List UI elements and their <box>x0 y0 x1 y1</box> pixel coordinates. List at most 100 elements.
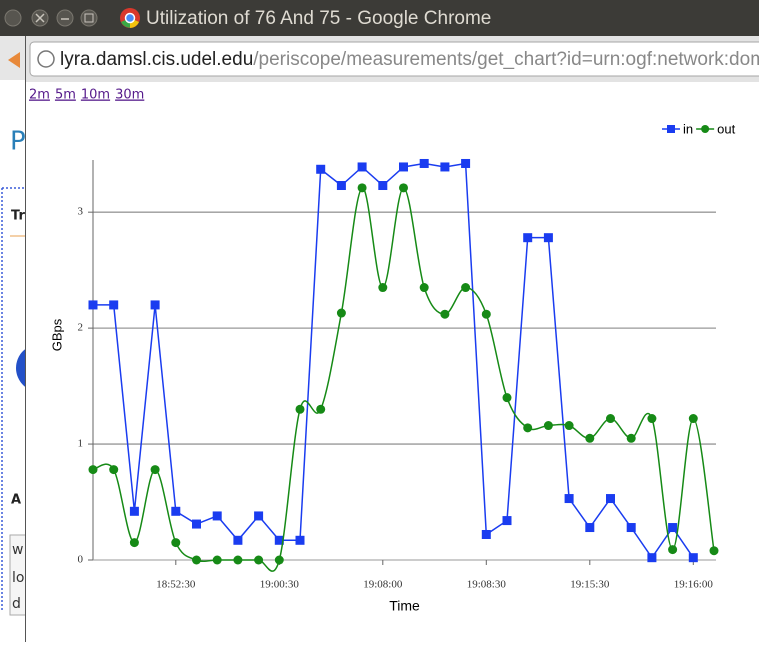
url-host: lyra.damsl.cis.udel.edu <box>60 49 253 70</box>
y-tick-label: 0 <box>78 554 84 566</box>
x-tick-label: 19:08:30 <box>467 579 507 591</box>
marker <box>129 538 139 548</box>
marker <box>440 309 450 319</box>
marker <box>647 414 657 424</box>
address-bar[interactable] <box>29 41 759 77</box>
marker <box>357 183 367 193</box>
marker <box>150 300 160 310</box>
marker <box>109 300 119 310</box>
marker <box>440 162 450 172</box>
marker <box>688 414 698 424</box>
marker <box>419 158 429 168</box>
marker <box>668 523 678 533</box>
marker <box>543 421 553 431</box>
bg-text: w <box>12 542 23 558</box>
marker <box>378 283 388 293</box>
bg-text: Tr <box>11 209 25 224</box>
marker <box>606 414 615 424</box>
marker <box>192 519 201 529</box>
x-tick-label: 19:15:30 <box>570 579 610 591</box>
legend-label: out <box>717 121 735 136</box>
marker <box>254 555 264 565</box>
range-link[interactable]: 5m <box>55 88 76 103</box>
maximize-icon <box>84 13 94 23</box>
marker <box>564 421 574 431</box>
marker <box>523 423 533 433</box>
range-link[interactable]: 10m <box>81 88 110 103</box>
y-tick-label: 3 <box>78 206 84 218</box>
y-tick-label: 2 <box>78 322 84 334</box>
legend-label: in <box>683 121 693 136</box>
marker <box>274 555 284 565</box>
marker <box>461 158 471 168</box>
minimize-button[interactable] <box>56 9 74 27</box>
marker <box>88 300 98 310</box>
marker <box>254 511 264 521</box>
marker <box>585 523 595 533</box>
marker <box>543 233 553 243</box>
marker <box>399 183 408 193</box>
marker <box>336 308 346 318</box>
marker <box>481 309 491 319</box>
x-tick-label: 19:00:30 <box>260 579 300 591</box>
marker <box>357 162 367 172</box>
bg-close-button <box>4 9 22 27</box>
range-link[interactable]: 2m <box>29 88 50 103</box>
back-arrow <box>8 52 20 68</box>
marker <box>461 283 471 293</box>
marker <box>295 535 305 545</box>
url-path: /periscope/measurements/get_chart?id=urn… <box>253 49 759 70</box>
marker <box>274 535 284 545</box>
x-tick-label: 19:16:00 <box>674 579 714 591</box>
marker <box>399 162 408 172</box>
marker <box>129 506 139 516</box>
bg-text: d <box>12 596 21 612</box>
marker <box>233 555 243 565</box>
marker <box>378 181 388 191</box>
marker <box>316 404 326 414</box>
marker <box>212 511 222 521</box>
marker <box>171 538 181 548</box>
marker <box>336 181 346 191</box>
marker <box>626 523 636 533</box>
page-icon <box>37 50 55 68</box>
range-link[interactable]: 30m <box>115 88 144 103</box>
marker <box>192 555 201 565</box>
y-tick-label: 1 <box>78 438 84 450</box>
marker <box>523 233 533 243</box>
legend-marker <box>667 125 675 133</box>
window-title: Utilization of 76 And 75 - Google Chrome <box>146 8 491 29</box>
marker <box>212 555 222 565</box>
marker <box>295 404 305 414</box>
marker <box>564 494 574 504</box>
marker <box>709 546 719 556</box>
url: lyra.damsl.cis.udel.edu/periscope/measur… <box>60 49 759 70</box>
maximize-button[interactable] <box>80 9 98 27</box>
marker <box>481 529 491 539</box>
chrome-icon-center <box>124 12 136 24</box>
marker <box>502 516 512 526</box>
range-links: 2m 5m 10m 30m <box>29 88 144 103</box>
marker <box>109 465 119 475</box>
x-tick-label: 18:52:30 <box>156 579 196 591</box>
close-icon <box>35 13 45 23</box>
bg-text: A <box>11 493 21 508</box>
marker <box>419 283 429 293</box>
marker <box>585 433 595 443</box>
marker <box>626 433 636 443</box>
y-axis-label: GBps <box>49 318 64 351</box>
x-tick-label: 19:08:00 <box>363 579 403 591</box>
marker <box>150 465 160 475</box>
marker <box>88 465 98 475</box>
marker <box>502 393 512 403</box>
marker <box>233 535 243 545</box>
bg-heading: P <box>10 127 26 157</box>
marker <box>647 553 657 563</box>
marker <box>668 545 678 555</box>
marker <box>171 506 181 516</box>
marker <box>688 553 698 563</box>
bg-text: lo <box>12 570 24 586</box>
marker <box>316 164 326 174</box>
